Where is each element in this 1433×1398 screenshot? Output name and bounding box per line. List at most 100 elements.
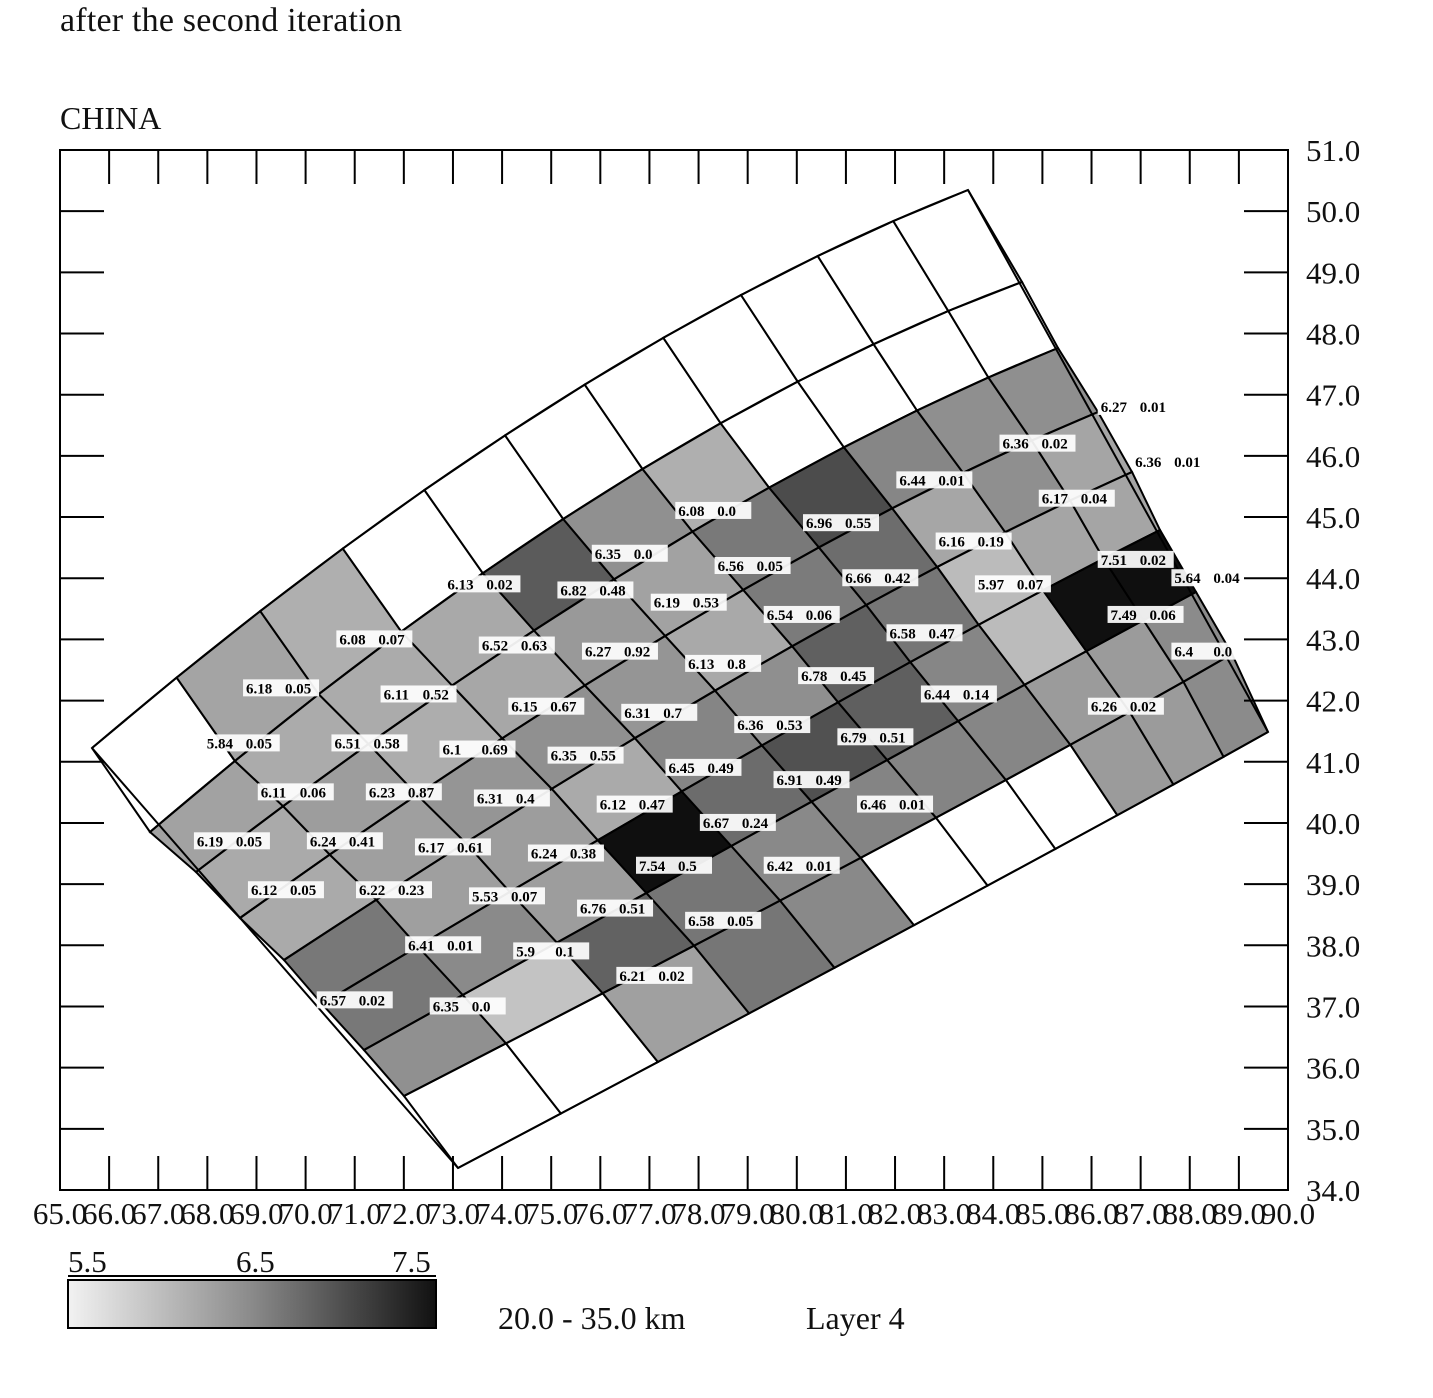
cell-value-label: 7.51 0.02 xyxy=(1097,550,1174,569)
cell-error-value: 0.1 xyxy=(555,944,574,960)
cell-label-box xyxy=(857,795,934,813)
cell-error-value: 0.01 xyxy=(938,473,964,489)
layer-label: Layer 4 xyxy=(806,1300,905,1336)
x-tick-label: 78.0 xyxy=(671,1196,725,1231)
cell-error-value: 0.52 xyxy=(423,687,449,703)
cell-velocity-value: 6.27 xyxy=(1101,400,1128,416)
cell-velocity-value: 7.51 xyxy=(1101,553,1127,569)
cell-label-box xyxy=(203,734,280,752)
y-tick-label: 47.0 xyxy=(1306,378,1360,413)
cell-velocity-value: 6.08 xyxy=(339,632,365,648)
cell-value-label: 6.58 0.05 xyxy=(685,911,762,930)
cell-velocity-value: 6.24 xyxy=(310,834,337,850)
cell-velocity-value: 6.44 xyxy=(924,687,951,703)
cell-label-box xyxy=(763,856,840,874)
cell-velocity-value: 6.22 xyxy=(359,883,385,899)
cell-value-label: 6.22 0.23 xyxy=(356,881,433,899)
x-tick-label: 85.0 xyxy=(1015,1196,1069,1231)
cell-error-value: 0.02 xyxy=(359,993,385,1009)
cell-velocity-value: 6.66 xyxy=(845,571,872,587)
cell-error-value: 0.58 xyxy=(373,736,399,752)
cell-value-label: 6.36 0.02 xyxy=(999,434,1076,453)
cell-error-value: 0.01 xyxy=(806,859,832,875)
cell-label-box xyxy=(773,771,850,789)
cell-velocity-value: 6.91 xyxy=(777,773,803,789)
cell-value-label: 6.23 0.87 xyxy=(365,783,442,801)
cell-error-value: 0.01 xyxy=(447,938,473,954)
legend-mid-label: 6.5 xyxy=(236,1244,275,1279)
cell-velocity-value: 6.56 xyxy=(718,559,745,575)
cell-value-label: 6.21 0.02 xyxy=(616,966,693,985)
cell-label-box xyxy=(798,667,875,685)
cell-error-value: 0.51 xyxy=(879,730,905,746)
y-tick-label: 38.0 xyxy=(1306,928,1360,963)
cell-velocity-value: 6.15 xyxy=(511,700,537,716)
cell-label-box xyxy=(414,838,491,856)
cell-label-box xyxy=(1038,489,1115,507)
cell-velocity-value: 6.57 xyxy=(320,993,347,1009)
x-tick-label: 84.0 xyxy=(966,1196,1020,1231)
cell-value-label: 6.16 0.19 xyxy=(935,532,1012,551)
cell-velocity-value: 6.21 xyxy=(619,969,645,985)
cell-value-label: 6.57 0.02 xyxy=(316,991,393,1009)
cell-error-value: 0.61 xyxy=(457,840,483,856)
cell-value-label: 5.53 0.07 xyxy=(468,887,545,905)
strip-boundary xyxy=(457,731,1269,1169)
cell-velocity-value: 6.4 xyxy=(1174,645,1193,661)
x-tick-label: 77.0 xyxy=(622,1196,676,1231)
cell-label-box xyxy=(336,630,413,648)
cell-value-label: 6.51 0.58 xyxy=(331,734,408,752)
x-tick-label: 88.0 xyxy=(1163,1196,1217,1231)
legend-max-label: 7.5 xyxy=(392,1244,431,1279)
cell-velocity-value: 6.58 xyxy=(890,626,916,642)
x-tick-label: 81.0 xyxy=(819,1196,873,1231)
depth-range-label: 20.0 - 35.0 km xyxy=(498,1300,686,1336)
cell-error-value: 0.92 xyxy=(624,645,650,661)
cell-label-box xyxy=(1171,569,1248,587)
cell-velocity-value: 6.11 xyxy=(384,687,409,703)
cell-error-value: 0.05 xyxy=(246,736,272,752)
cell-velocity-value: 6.36 xyxy=(737,718,764,734)
cell-error-value: 0.19 xyxy=(978,535,1004,551)
cell-value-label: 6.1 0.69 xyxy=(439,740,516,759)
cell-label-box xyxy=(1087,697,1164,715)
y-tick-label: 44.0 xyxy=(1306,561,1360,596)
x-tick-label: 87.0 xyxy=(1114,1196,1168,1231)
plot-frame xyxy=(59,149,1289,1191)
x-tick-label: 66.0 xyxy=(82,1196,136,1231)
cell-value-label: 6.13 0.02 xyxy=(444,575,521,593)
cell-label-box xyxy=(478,636,555,654)
cell-value-label: 7.54 0.5 xyxy=(636,856,712,875)
cell-velocity-value: 6.11 xyxy=(261,785,286,801)
y-tick-label: 49.0 xyxy=(1306,255,1360,290)
y-tick-label: 34.0 xyxy=(1306,1173,1360,1208)
cell-error-value: 0.04 xyxy=(1081,492,1108,508)
cell-label-box xyxy=(306,832,383,850)
cell-value-label: 6.41 0.01 xyxy=(405,936,482,954)
cell-label-box xyxy=(405,936,482,954)
cell-label-box xyxy=(685,911,762,929)
y-tick-label: 48.0 xyxy=(1306,317,1360,352)
cell-value-label: 6.24 0.41 xyxy=(306,832,383,850)
cell-label-box xyxy=(734,716,811,734)
cell-velocity-value: 5.9 xyxy=(516,944,535,960)
y-tick-label: 37.0 xyxy=(1306,989,1360,1024)
cell-label-box xyxy=(557,581,634,599)
cell-error-value: 0.01 xyxy=(1140,400,1166,416)
cell-error-value: 0.07 xyxy=(1017,577,1044,593)
x-tick-label: 69.0 xyxy=(229,1196,283,1231)
cell-label-box xyxy=(685,654,762,672)
cell-velocity-value: 6.08 xyxy=(678,504,704,520)
cell-label-box xyxy=(527,844,604,862)
cell-error-value: 0.06 xyxy=(300,785,327,801)
cell-error-value: 0.05 xyxy=(727,914,753,930)
cell-velocity-value: 6.78 xyxy=(801,669,827,685)
cell-error-value: 0.0 xyxy=(634,547,653,563)
cell-label-box xyxy=(193,832,270,850)
cell-value-label: 5.84 0.05 xyxy=(203,734,280,752)
cell-value-label: 6.19 0.05 xyxy=(193,832,270,850)
cell-velocity-value: 6.18 xyxy=(246,681,272,697)
cell-velocity-value: 6.36 xyxy=(1002,437,1029,453)
cell-velocity-value: 6.36 xyxy=(1135,455,1162,471)
cell-velocity-value: 6.23 xyxy=(369,785,395,801)
